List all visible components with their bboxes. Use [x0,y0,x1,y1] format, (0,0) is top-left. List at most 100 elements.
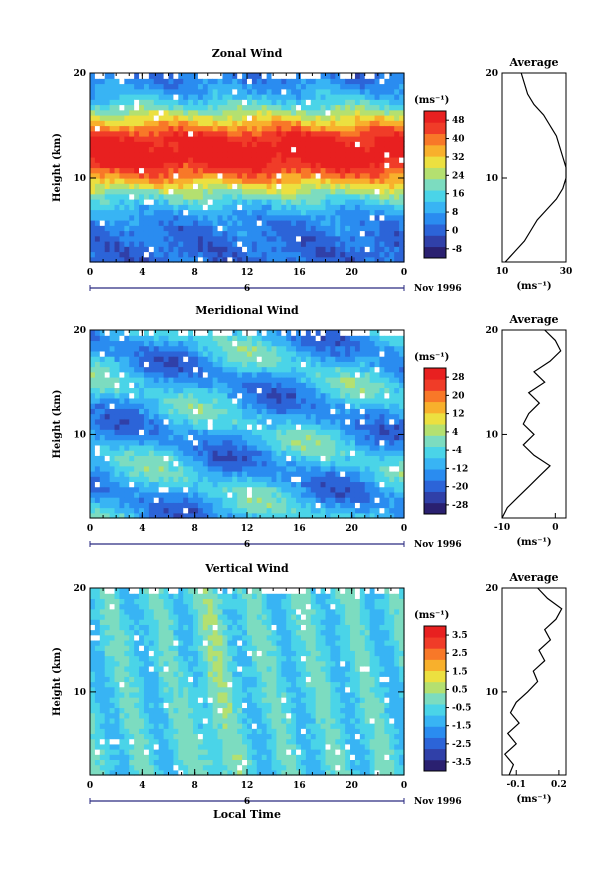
colorbar-tick-label: 16 [452,190,465,200]
x-tick-label: 12 [241,524,254,534]
profile-x-label: -10 [494,523,510,533]
day-label: 6 [244,797,250,807]
colorbar-tick-label: 20 [452,391,465,401]
profile-title: Average [508,571,558,584]
colorbar-swatch [424,446,446,459]
colorbar-unit: (ms⁻¹) [414,95,449,106]
profile-x-unit: (ms⁻¹) [516,537,551,548]
x-tick-label: 16 [293,268,306,278]
colorbar-swatch [424,178,446,191]
colorbar-swatch [424,704,446,716]
y-tick-label: 20 [73,69,86,79]
profile-title: Average [508,56,558,69]
profile-x-label: 30 [560,267,573,277]
x-tick-label: 4 [139,524,145,534]
date-label: Nov 1996 [414,284,462,294]
colorbar-tick-label: 40 [452,135,465,145]
colorbar-tick-label: 0 [452,226,458,236]
x-tick-label: 20 [345,524,358,534]
colorbar-swatch [424,190,446,202]
colorbar-frame [423,367,447,515]
colorbar-swatch [424,144,446,157]
colorbar-swatch [424,491,446,504]
colorbar-frame [423,625,447,772]
x-tick-label: 0 [87,781,93,791]
profile-x-label: 10 [496,267,509,277]
colorbar-swatch [424,692,446,705]
colorbar-tick-label: -20 [452,483,468,493]
profile-x-unit: (ms⁻¹) [516,794,551,805]
colorbar-swatch [424,122,446,135]
colorbar-swatch [424,167,446,180]
profile-frame [501,72,567,263]
average-profile: Average 20 10 10 30 (ms⁻¹) [485,56,572,292]
colorbar-swatch [424,469,446,481]
heatmap-cells [90,330,405,519]
panel-title: Zonal Wind [212,47,283,60]
profile-y-label: 20 [485,69,498,79]
colorbar-swatch [424,133,446,146]
panel-3: Vertical Wind 0 4 8 12 16 20 0 20 10 Height (km) 6 N… [52,562,567,821]
colorbar-swatch [424,626,446,638]
colorbar-swatch [424,379,446,391]
colorbar-swatch [424,246,446,259]
day-label: 6 [244,540,250,550]
y-tick-label: 20 [73,326,86,336]
colorbar-swatch [424,726,446,738]
colorbar: (ms⁻¹)28 20 12 4 -4 -12 -20 -28 [414,352,468,515]
colorbar-tick-label: 32 [452,153,465,163]
profile-y-label: 10 [485,430,498,440]
colorbar-swatch [424,368,446,380]
profile-x-unit: (ms⁻¹) [516,281,551,292]
profile-y-label: 20 [485,326,498,336]
x-tick-label: 16 [293,524,306,534]
profile-x-label: 0.2 [551,780,567,790]
colorbar-swatch [424,401,446,414]
profile-x-label: -0.1 [507,780,526,790]
colorbar-unit: (ms⁻¹) [414,352,449,363]
heatmap-cells [90,73,405,263]
x-tick-label: 20 [345,268,358,278]
colorbar-unit: (ms⁻¹) [414,610,449,621]
colorbar-swatch [424,637,446,649]
y-axis-label: Height (km) [52,647,63,716]
x-tick-label: 4 [139,781,145,791]
profile-frame [501,587,567,776]
colorbar-tick-label: -2.5 [452,740,471,750]
colorbar-tick-label: -4 [452,446,462,456]
colorbar-swatch [424,235,446,248]
colorbar-tick-label: 1.5 [452,667,468,677]
colorbar-tick-label: -3.5 [452,758,471,768]
colorbar-tick-label: 12 [452,410,465,420]
x-tick-label: 12 [241,268,254,278]
profile-frame [501,329,567,519]
colorbar-swatch [424,681,446,694]
colorbar-swatch [424,670,446,683]
average-profile: Average 20 10 -10 0(ms⁻¹) [485,313,567,548]
y-tick-label: 10 [73,430,86,440]
profile-x-label: 0 [552,523,558,533]
colorbar-tick-label: 2.5 [452,649,468,659]
colorbar-tick-label: 48 [452,116,465,126]
colorbar-tick-label: 24 [452,171,465,181]
date-label: Nov 1996 [414,540,462,550]
profile-y-label: 10 [485,688,498,698]
x-axis-label: Local Time [213,808,281,821]
colorbar-tick-label: -0.5 [452,704,471,714]
x-tick-label: 8 [192,524,198,534]
x-tick-label: 16 [293,781,306,791]
colorbar-swatch [424,435,446,448]
x-tick-label: 4 [139,268,145,278]
x-tick-label: 8 [192,268,198,278]
profile-line [503,587,563,776]
colorbar-swatch [424,156,446,168]
x-tick-label: 0 [401,781,407,791]
profile-line [501,329,562,519]
profile-y-label: 10 [485,174,498,184]
profile-line [504,72,567,263]
x-tick-label: 20 [345,781,358,791]
y-tick-label: 20 [73,584,86,594]
colorbar-swatch [424,457,446,470]
colorbar-swatch [424,224,446,236]
date-label: Nov 1996 [414,797,462,807]
